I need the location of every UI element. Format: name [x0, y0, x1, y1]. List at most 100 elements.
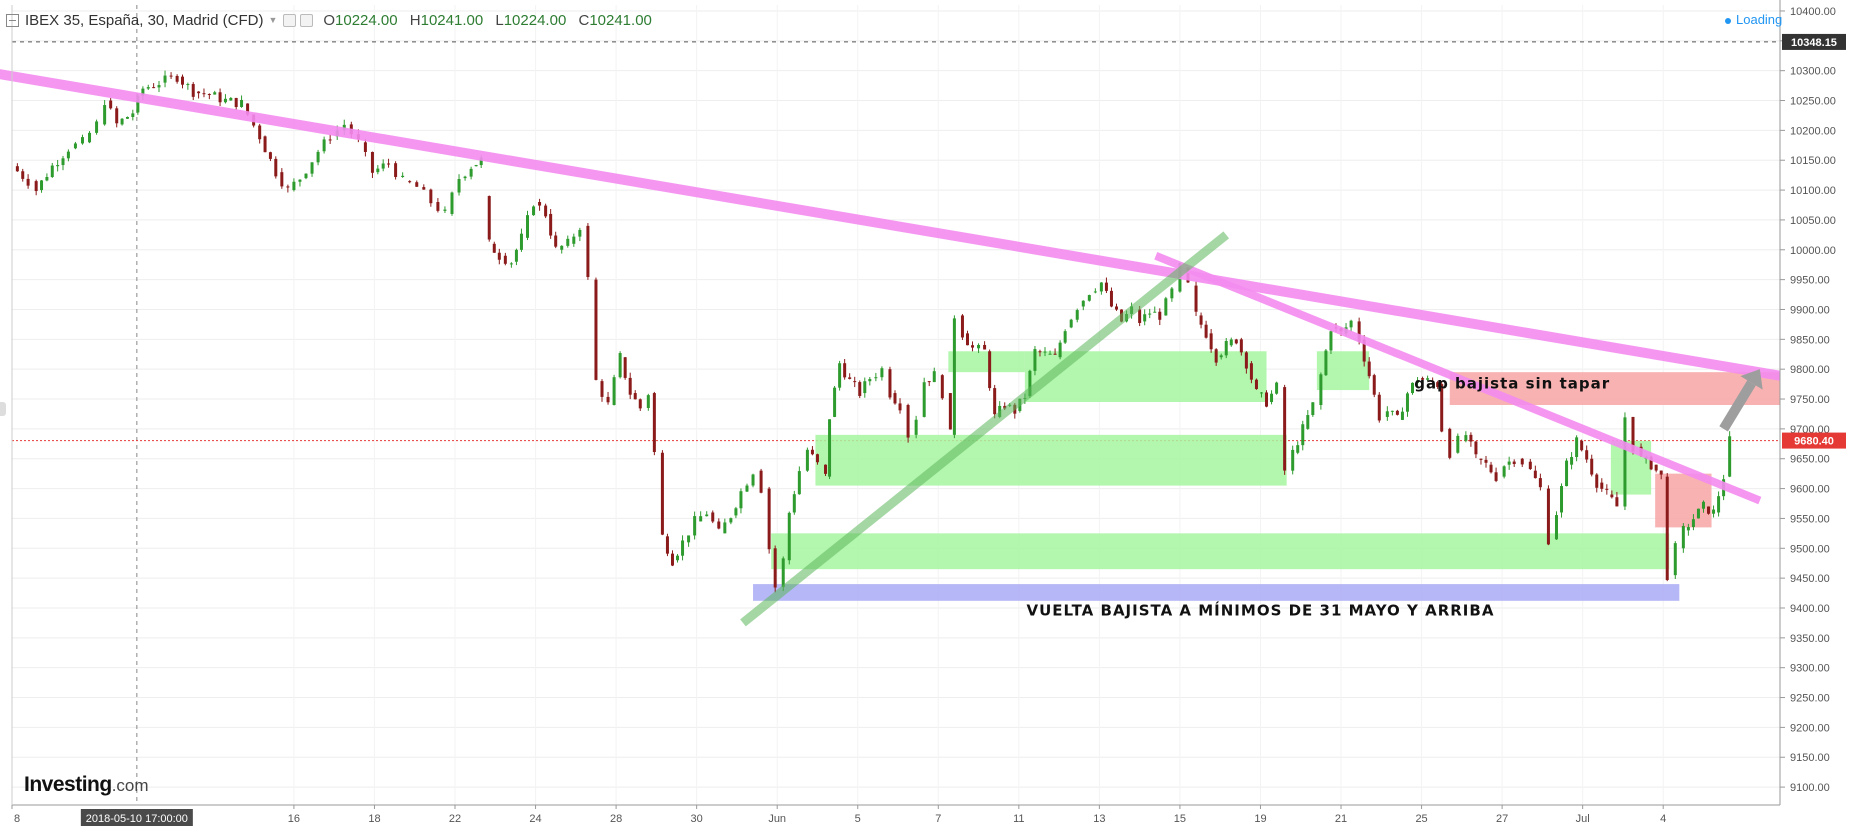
candle-body	[699, 516, 703, 522]
reference-price-badge: 10348.15	[1791, 37, 1837, 49]
candle-body	[1484, 459, 1488, 463]
candle-body	[1474, 441, 1478, 455]
x-axis: 8 16 18 22 24 28 30 Jun 5 7 11 13 15 19 21 25 27 Jul 4 2018…	[11, 5, 1780, 826]
y-tick-label: 9750.00	[1790, 394, 1830, 406]
candle-body	[1349, 320, 1353, 328]
candle-body	[739, 491, 743, 509]
side-panel-handle[interactable]	[0, 402, 6, 416]
candle-body	[422, 187, 426, 190]
candle-body	[1114, 306, 1118, 310]
zone-red-right	[1655, 473, 1712, 528]
candle-body	[1244, 352, 1248, 369]
collapse-icon[interactable]	[6, 13, 19, 27]
candle-body	[612, 377, 616, 405]
candle-body	[1385, 411, 1389, 417]
y-tick-label: 10100.00	[1790, 185, 1836, 197]
candle-body	[519, 233, 523, 250]
candle-body	[1306, 415, 1310, 429]
candle-body	[1362, 339, 1366, 362]
cursor-time-badge-bg	[80, 809, 193, 826]
candle-body	[544, 205, 548, 217]
eye-icon[interactable]	[300, 13, 314, 27]
candle-body	[1372, 375, 1376, 395]
candle-body	[1270, 393, 1274, 403]
candle-body	[234, 97, 238, 108]
candle-body	[1028, 370, 1032, 397]
candle-body	[828, 419, 832, 477]
grid-lines	[11, 5, 1780, 805]
candle-body	[1654, 464, 1658, 471]
candle-body	[95, 121, 99, 133]
y-tick-label: 9150.00	[1790, 752, 1830, 764]
y-axis-bg	[1780, 0, 1849, 827]
candle-body	[1209, 333, 1213, 350]
candle-body	[734, 508, 738, 516]
x-tick-label: Jul	[1576, 813, 1590, 825]
candle-body	[1686, 527, 1690, 531]
candle-body	[40, 180, 44, 191]
candle-body	[1214, 349, 1218, 363]
candle-body	[1069, 319, 1073, 328]
candle-body	[169, 75, 173, 77]
candle-body	[560, 245, 564, 250]
candle-body	[1395, 410, 1399, 415]
candle-body	[408, 181, 412, 183]
candle-body	[1615, 497, 1619, 507]
candle-body	[863, 381, 867, 394]
candle-body	[566, 238, 570, 246]
trendline-support-ascending	[740, 231, 1230, 627]
candle-body	[1707, 506, 1711, 514]
candle-body	[1158, 311, 1162, 320]
candle-body	[240, 99, 244, 108]
annotation-gap-text: gap bajista sin tapar	[1414, 374, 1610, 392]
candle-body	[1411, 382, 1415, 394]
candle-body	[310, 162, 314, 174]
candle-body	[1416, 380, 1420, 383]
y-tick-label: 10000.00	[1790, 245, 1836, 257]
candle-body	[1431, 381, 1435, 383]
candle-body	[948, 393, 952, 430]
x-tick-label: 5	[855, 813, 861, 825]
candle-body	[394, 163, 398, 177]
candle-body	[932, 371, 936, 383]
candle-body	[66, 151, 70, 159]
candle-body	[146, 87, 150, 89]
candle-body	[328, 139, 332, 141]
candle-body	[202, 93, 206, 95]
x-tick-label: 4	[1660, 813, 1666, 825]
candle-body	[180, 76, 184, 85]
symbol-title[interactable]: IBEX 35, España, 30, Madrid (CFD)	[25, 11, 264, 29]
settings-icon[interactable]	[283, 13, 297, 27]
candle-body	[1283, 387, 1287, 471]
candle-body	[1575, 437, 1579, 458]
open-label: O	[323, 11, 336, 29]
candle-body	[1595, 474, 1599, 488]
candle-body	[229, 97, 233, 101]
candle-body	[1681, 525, 1685, 549]
y-tick-label: 9950.00	[1790, 275, 1830, 287]
candle-body	[623, 357, 627, 378]
candle-body	[1357, 321, 1361, 342]
x-tick-label: Jun	[768, 813, 786, 825]
candle-body	[1377, 394, 1381, 421]
candle-body	[1204, 324, 1208, 338]
candle-body	[1329, 331, 1333, 351]
candle-body	[1717, 496, 1721, 513]
close-value: 10241.00	[589, 11, 652, 29]
candle-body	[1600, 482, 1604, 489]
candle-body	[805, 449, 809, 471]
chevron-down-icon[interactable]: ▼	[268, 15, 278, 25]
candle-body	[175, 75, 179, 82]
zone-green-mid	[815, 434, 1287, 486]
candle-body	[469, 168, 473, 177]
candle-body	[207, 94, 211, 96]
y-tick-label: 9200.00	[1790, 722, 1830, 734]
y-tick-label: 9650.00	[1790, 454, 1830, 466]
candle-body	[191, 84, 195, 97]
candle-body	[479, 157, 483, 166]
candle-body	[1234, 339, 1238, 344]
candle-body	[1199, 315, 1203, 325]
candle-body	[1533, 470, 1537, 479]
candle-body	[1087, 295, 1091, 301]
